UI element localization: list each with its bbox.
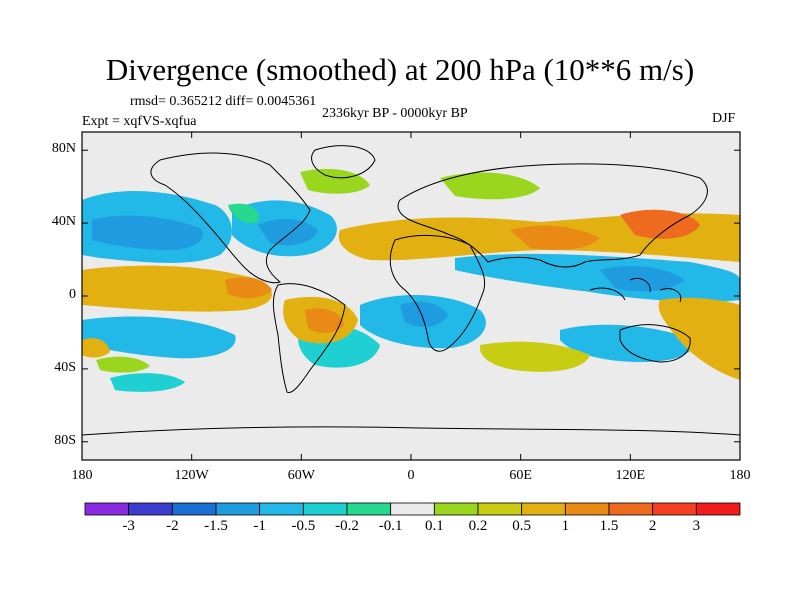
field-region-pos-4	[82, 265, 272, 312]
period-label: 2336kyr BP - 0000kyr BP	[322, 106, 468, 121]
colorbar-swatch	[259, 502, 304, 516]
field-region-neg-13	[228, 203, 259, 224]
coastline-australia	[619, 324, 691, 363]
y-tick-label: 80S	[54, 432, 76, 448]
divergence-field	[82, 168, 740, 392]
x-tick-label: 60W	[287, 468, 315, 483]
coastline-south-america	[272, 283, 346, 394]
field-region-neg-11	[560, 324, 693, 362]
y-tick-label: 40N	[51, 214, 76, 230]
field-region-neg-2	[92, 215, 204, 250]
field-region-pos-10	[300, 168, 370, 194]
field-region-pos-3	[620, 209, 700, 239]
coastline-antarctica	[82, 426, 740, 436]
colorbar-label: -0.5	[291, 518, 316, 534]
x-tick-label: 120W	[174, 468, 209, 483]
colorbar-label: 2	[648, 518, 657, 534]
field-region-pos-11	[440, 172, 540, 200]
coastlines	[82, 145, 740, 436]
axis-tick-marks	[81, 132, 741, 460]
colorbar-swatch	[215, 502, 261, 516]
colorbar-swatch	[390, 502, 435, 516]
season-label: DJF	[712, 111, 736, 126]
colorbar-label: -3	[122, 518, 135, 534]
colorbar-swatch	[128, 502, 173, 516]
field-region-neg-6	[600, 265, 685, 292]
field-region-pos-7	[305, 308, 344, 333]
colorbar-label: -1.5	[204, 518, 228, 534]
colorbar	[84, 502, 741, 516]
colorbar-label: 0.2	[468, 518, 488, 534]
colorbar-swatch	[171, 502, 217, 516]
colorbar-swatch	[652, 502, 697, 516]
colorbar-swatch	[433, 502, 479, 516]
colorbar-label: 3	[692, 518, 701, 534]
coastline-greenland	[311, 145, 376, 179]
colorbar-swatch	[564, 502, 610, 516]
y-tick-label: 0	[69, 287, 76, 302]
field-region-neg-8	[400, 301, 448, 327]
coastline-maritime-continent	[589, 277, 682, 303]
field-region-neg-12	[110, 373, 185, 392]
field-region-pos-9	[479, 341, 590, 372]
colorbar-label: 1	[561, 518, 570, 534]
field-region-neg-4	[258, 218, 318, 246]
x-tick-label: 180	[71, 468, 93, 483]
field-region-pos-13	[82, 338, 110, 358]
field-region-pos-8	[658, 297, 740, 380]
field-region-neg-9	[82, 316, 236, 359]
coastline-north-america	[150, 152, 311, 284]
colorbar-label: 0.1	[424, 518, 444, 534]
colorbar-swatch	[346, 502, 392, 516]
colorbar-label: -0.2	[335, 518, 359, 534]
colorbar-label: -0.1	[378, 518, 403, 534]
coastline-eurasia	[397, 163, 708, 268]
colorbar-swatch	[608, 502, 654, 516]
colorbar-swatch	[84, 502, 130, 516]
x-tick-label: 60E	[509, 468, 532, 483]
y-tick-label: 80N	[51, 141, 76, 157]
colorbar-swatch	[302, 502, 348, 516]
x-tick-label: 0	[407, 468, 415, 483]
y-tick-label: 40S	[54, 359, 76, 375]
colorbar-label: 0.5	[512, 518, 532, 534]
experiment-label: Expt = xqfVS-xqfua	[82, 114, 197, 129]
colorbar-label: 1.5	[599, 518, 619, 534]
figure-title: Divergence (smoothed) at 200 hPa (10**6 …	[105, 52, 695, 87]
colorbar-swatch	[695, 502, 741, 516]
colorbar-swatch	[521, 502, 566, 516]
colorbar-swatch	[477, 502, 523, 516]
colorbar-label: -2	[166, 518, 179, 534]
stats-line: rmsd= 0.365212 diff= 0.0045361	[130, 94, 317, 109]
field-region-neg-5	[455, 253, 740, 303]
colorbar-label: -1	[253, 518, 266, 534]
field-region-pos-12	[96, 356, 150, 373]
x-tick-label: 180	[729, 468, 751, 483]
x-tick-label: 120E	[615, 468, 646, 483]
coastline-africa	[389, 235, 486, 352]
field-region-pos-5	[225, 277, 272, 299]
field-region-pos-2	[510, 225, 600, 250]
